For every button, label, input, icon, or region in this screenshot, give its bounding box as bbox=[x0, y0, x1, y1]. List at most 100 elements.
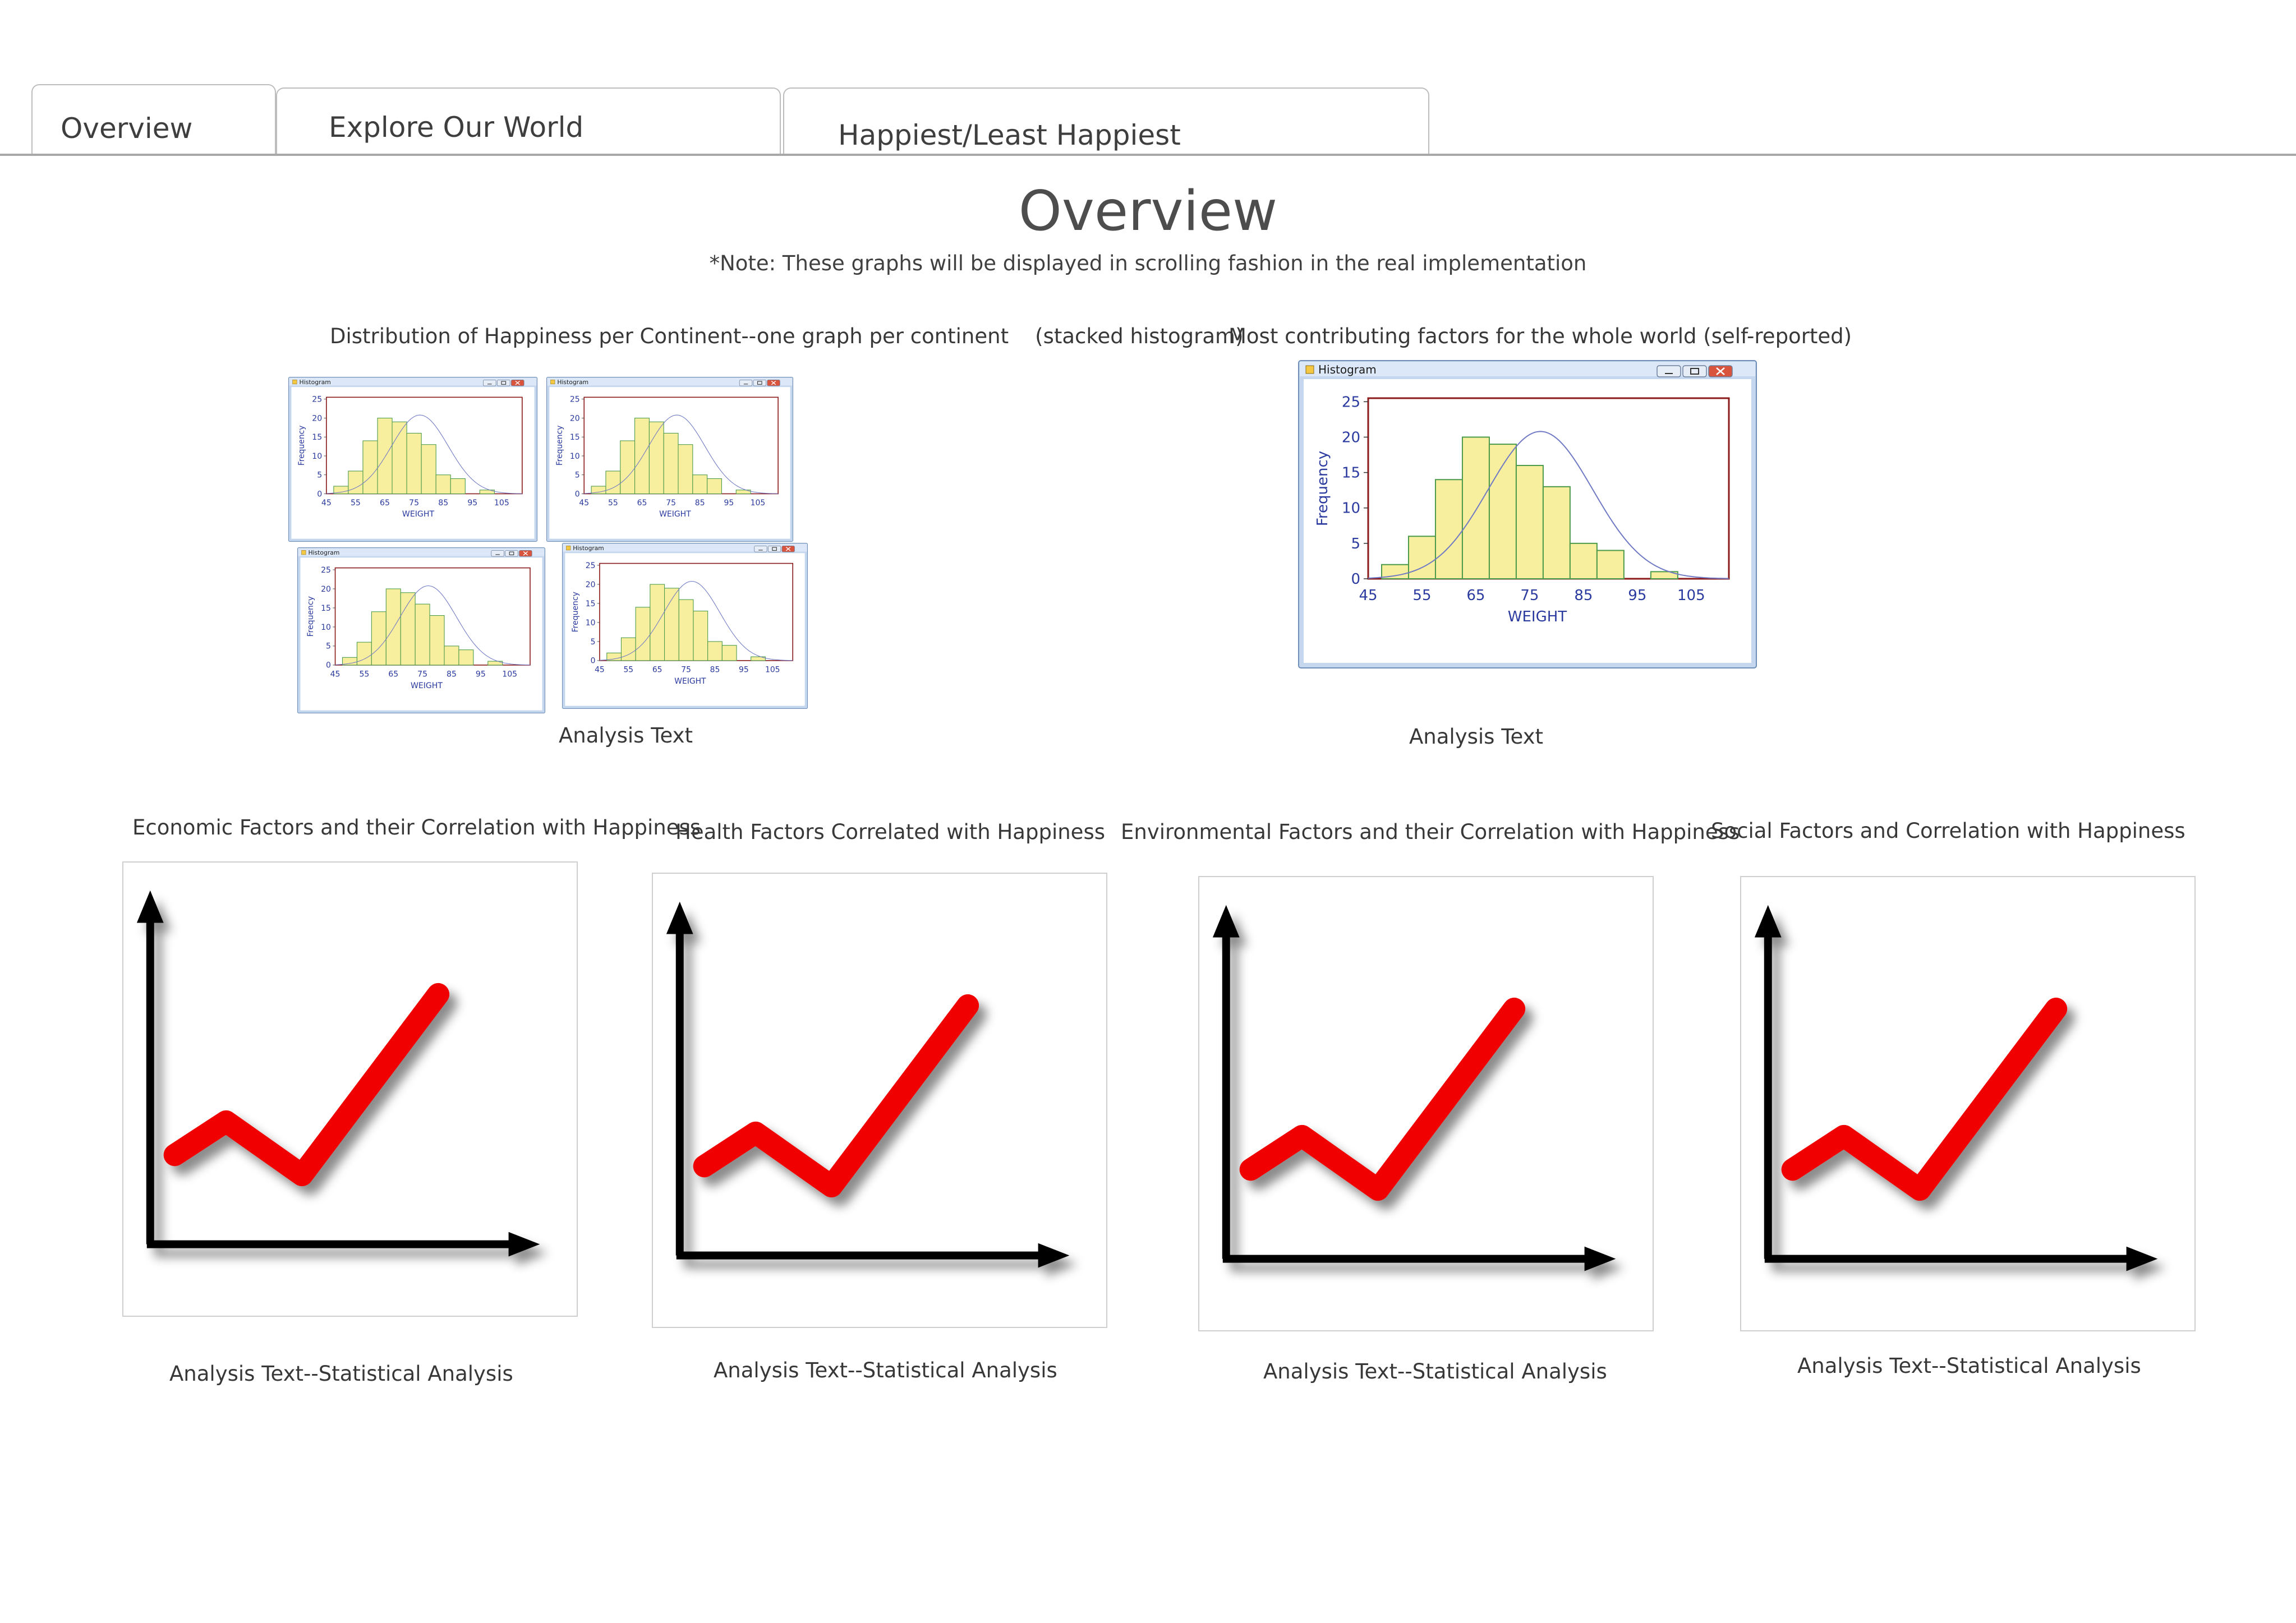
y-tick-label-25: 25 bbox=[321, 566, 331, 575]
histogram-bar-2 bbox=[356, 642, 372, 666]
histogram-bar-8 bbox=[707, 641, 723, 661]
tab-explore-our-world[interactable]: Explore Our World bbox=[276, 87, 781, 154]
x-tick-label-85: 85 bbox=[695, 499, 705, 508]
trend-axes bbox=[666, 901, 1070, 1268]
continent-histogram-window-2[interactable]: Histogram 0 5 10 15 20 25 45 55 65 75 85 95 105 WEIGHT… bbox=[546, 377, 793, 542]
x-tick-label-85: 85 bbox=[438, 499, 448, 508]
histogram-bar-8 bbox=[692, 474, 708, 495]
minimize-icon bbox=[1657, 365, 1681, 377]
y-tick-label-0: 0 bbox=[317, 490, 322, 499]
x-tick-label-45: 45 bbox=[579, 499, 589, 508]
y-axis-label: Frequency bbox=[306, 596, 315, 637]
continent-histogram-window-3[interactable]: Histogram 0 5 10 15 20 25 45 55 65 75 85 95 105 WEIGHT… bbox=[297, 547, 545, 713]
histogram-bar-8 bbox=[435, 474, 451, 495]
histogram-bar-4 bbox=[650, 584, 665, 661]
histogram-bar-8 bbox=[444, 645, 459, 666]
minimize-icon bbox=[482, 379, 496, 386]
histogram-bar-6 bbox=[406, 432, 422, 495]
histogram-bar-3 bbox=[371, 611, 386, 666]
histogram-window-icon bbox=[1305, 365, 1314, 374]
tab-explore-label: Explore Our World bbox=[329, 111, 584, 144]
y-tick-label-10: 10 bbox=[570, 452, 580, 461]
histogram-bar-5 bbox=[392, 421, 407, 495]
page-note: *Note: These graphs will be displayed in… bbox=[709, 251, 1587, 275]
trend-svg bbox=[1212, 905, 1616, 1271]
normal-curve bbox=[599, 580, 793, 661]
x-tick-label-85: 85 bbox=[710, 665, 720, 674]
y-tick-label-10: 10 bbox=[312, 452, 322, 461]
histogram-bar-4 bbox=[385, 588, 401, 666]
y-axis-label: Frequency bbox=[1314, 451, 1331, 526]
histogram-svg: Histogram 0 5 10 15 20 25 45 55 65 75 85 95 105 WEIGHT… bbox=[288, 377, 537, 542]
health-trend-chart bbox=[652, 873, 1107, 1328]
y-tick-label-15: 15 bbox=[586, 600, 596, 608]
histogram-bar-7 bbox=[1542, 486, 1571, 579]
x-tick-label-65: 65 bbox=[388, 670, 398, 679]
x-axis-label: WEIGHT bbox=[674, 677, 706, 686]
y-tick-label-25: 25 bbox=[570, 395, 580, 404]
x-tick-label-75: 75 bbox=[1520, 587, 1539, 604]
histogram-bar-7 bbox=[429, 615, 445, 666]
histogram-bar-2 bbox=[605, 471, 621, 495]
trend-axes bbox=[1212, 905, 1616, 1271]
x-tick-label-105: 105 bbox=[1677, 587, 1705, 604]
trend-svg bbox=[666, 901, 1070, 1268]
histogram-bar-10 bbox=[479, 490, 495, 495]
histogram-bar-2 bbox=[348, 471, 364, 495]
y-tick-label-20: 20 bbox=[1342, 429, 1360, 446]
histogram-svg: Histogram 0 5 10 15 20 25 45 55 65 75 85 95 105 WEIGHT… bbox=[297, 547, 545, 713]
maximize-icon bbox=[767, 545, 781, 552]
histogram-bar-6 bbox=[1515, 464, 1544, 579]
tab-overview[interactable]: Overview bbox=[31, 84, 276, 154]
continent-histogram-window-1[interactable]: Histogram 0 5 10 15 20 25 45 55 65 75 85 95 105 WEIGHT… bbox=[288, 377, 537, 542]
x-tick-label-95: 95 bbox=[724, 499, 734, 508]
trend-axes bbox=[1754, 905, 2158, 1271]
x-tick-label-75: 75 bbox=[666, 499, 676, 508]
histogram-bar-7 bbox=[421, 444, 436, 495]
x-axis-label: WEIGHT bbox=[411, 681, 443, 690]
title-bar bbox=[563, 543, 807, 552]
x-tick-label-65: 65 bbox=[1466, 587, 1485, 604]
continent-histogram-window-4[interactable]: Histogram 0 5 10 15 20 25 45 55 65 75 85 95 105 WEIGHT… bbox=[562, 543, 808, 709]
tab-happiest-least-happiest[interactable]: Happiest/Least Happiest bbox=[783, 87, 1429, 154]
y-tick-label-0: 0 bbox=[326, 661, 331, 670]
histogram-window-icon bbox=[550, 380, 555, 385]
histogram-bar-5 bbox=[664, 588, 679, 661]
x-axis-label: WEIGHT bbox=[402, 510, 435, 519]
y-axis-label: Frequency bbox=[555, 426, 564, 466]
histogram-bar-10 bbox=[487, 661, 503, 666]
histogram-bar-8 bbox=[1569, 542, 1598, 579]
histogram-bar-7 bbox=[678, 444, 693, 495]
environmental-panel-title: Environmental Factors and their Correlat… bbox=[1121, 820, 1740, 844]
tab-bar-divider bbox=[0, 154, 2296, 156]
x-tick-label-55: 55 bbox=[351, 499, 361, 508]
continent-histogram-caption: Distribution of Happiness per Continent-… bbox=[330, 324, 1244, 348]
minimize-icon bbox=[754, 545, 767, 552]
y-tick-label-15: 15 bbox=[570, 433, 580, 442]
histogram-bar-3 bbox=[620, 440, 636, 495]
y-tick-label-15: 15 bbox=[312, 433, 322, 442]
x-tick-label-45: 45 bbox=[1359, 587, 1377, 604]
x-tick-label-95: 95 bbox=[467, 499, 477, 508]
trend-line bbox=[1781, 997, 2068, 1201]
histogram-bar-6 bbox=[678, 599, 694, 661]
y-tick-label-5: 5 bbox=[591, 638, 596, 647]
y-axis-arrow-icon bbox=[1212, 905, 1240, 938]
y-tick-label-10: 10 bbox=[321, 623, 331, 632]
histogram-bar-5 bbox=[1488, 444, 1517, 579]
histogram-window-icon bbox=[292, 380, 297, 385]
window-title: Histogram bbox=[557, 379, 588, 386]
histogram-bar-2 bbox=[620, 637, 636, 661]
x-tick-label-85: 85 bbox=[1574, 587, 1593, 604]
histogram-window-icon bbox=[301, 550, 306, 555]
window-title: Histogram bbox=[573, 545, 604, 552]
histogram-bar-6 bbox=[663, 432, 679, 495]
trend-line bbox=[1239, 997, 1526, 1201]
x-tick-label-75: 75 bbox=[417, 670, 427, 679]
x-axis-label: WEIGHT bbox=[659, 510, 691, 519]
x-axis-arrow-icon bbox=[508, 1232, 540, 1257]
world-histogram-window[interactable]: Histogram 0 5 10 15 20 25 45 55 65 75 85 95 105 WEIGHT… bbox=[1298, 360, 1757, 668]
y-tick-label-5: 5 bbox=[317, 471, 322, 480]
histogram-bar-3 bbox=[1434, 479, 1463, 579]
x-tick-label-65: 65 bbox=[652, 665, 662, 674]
